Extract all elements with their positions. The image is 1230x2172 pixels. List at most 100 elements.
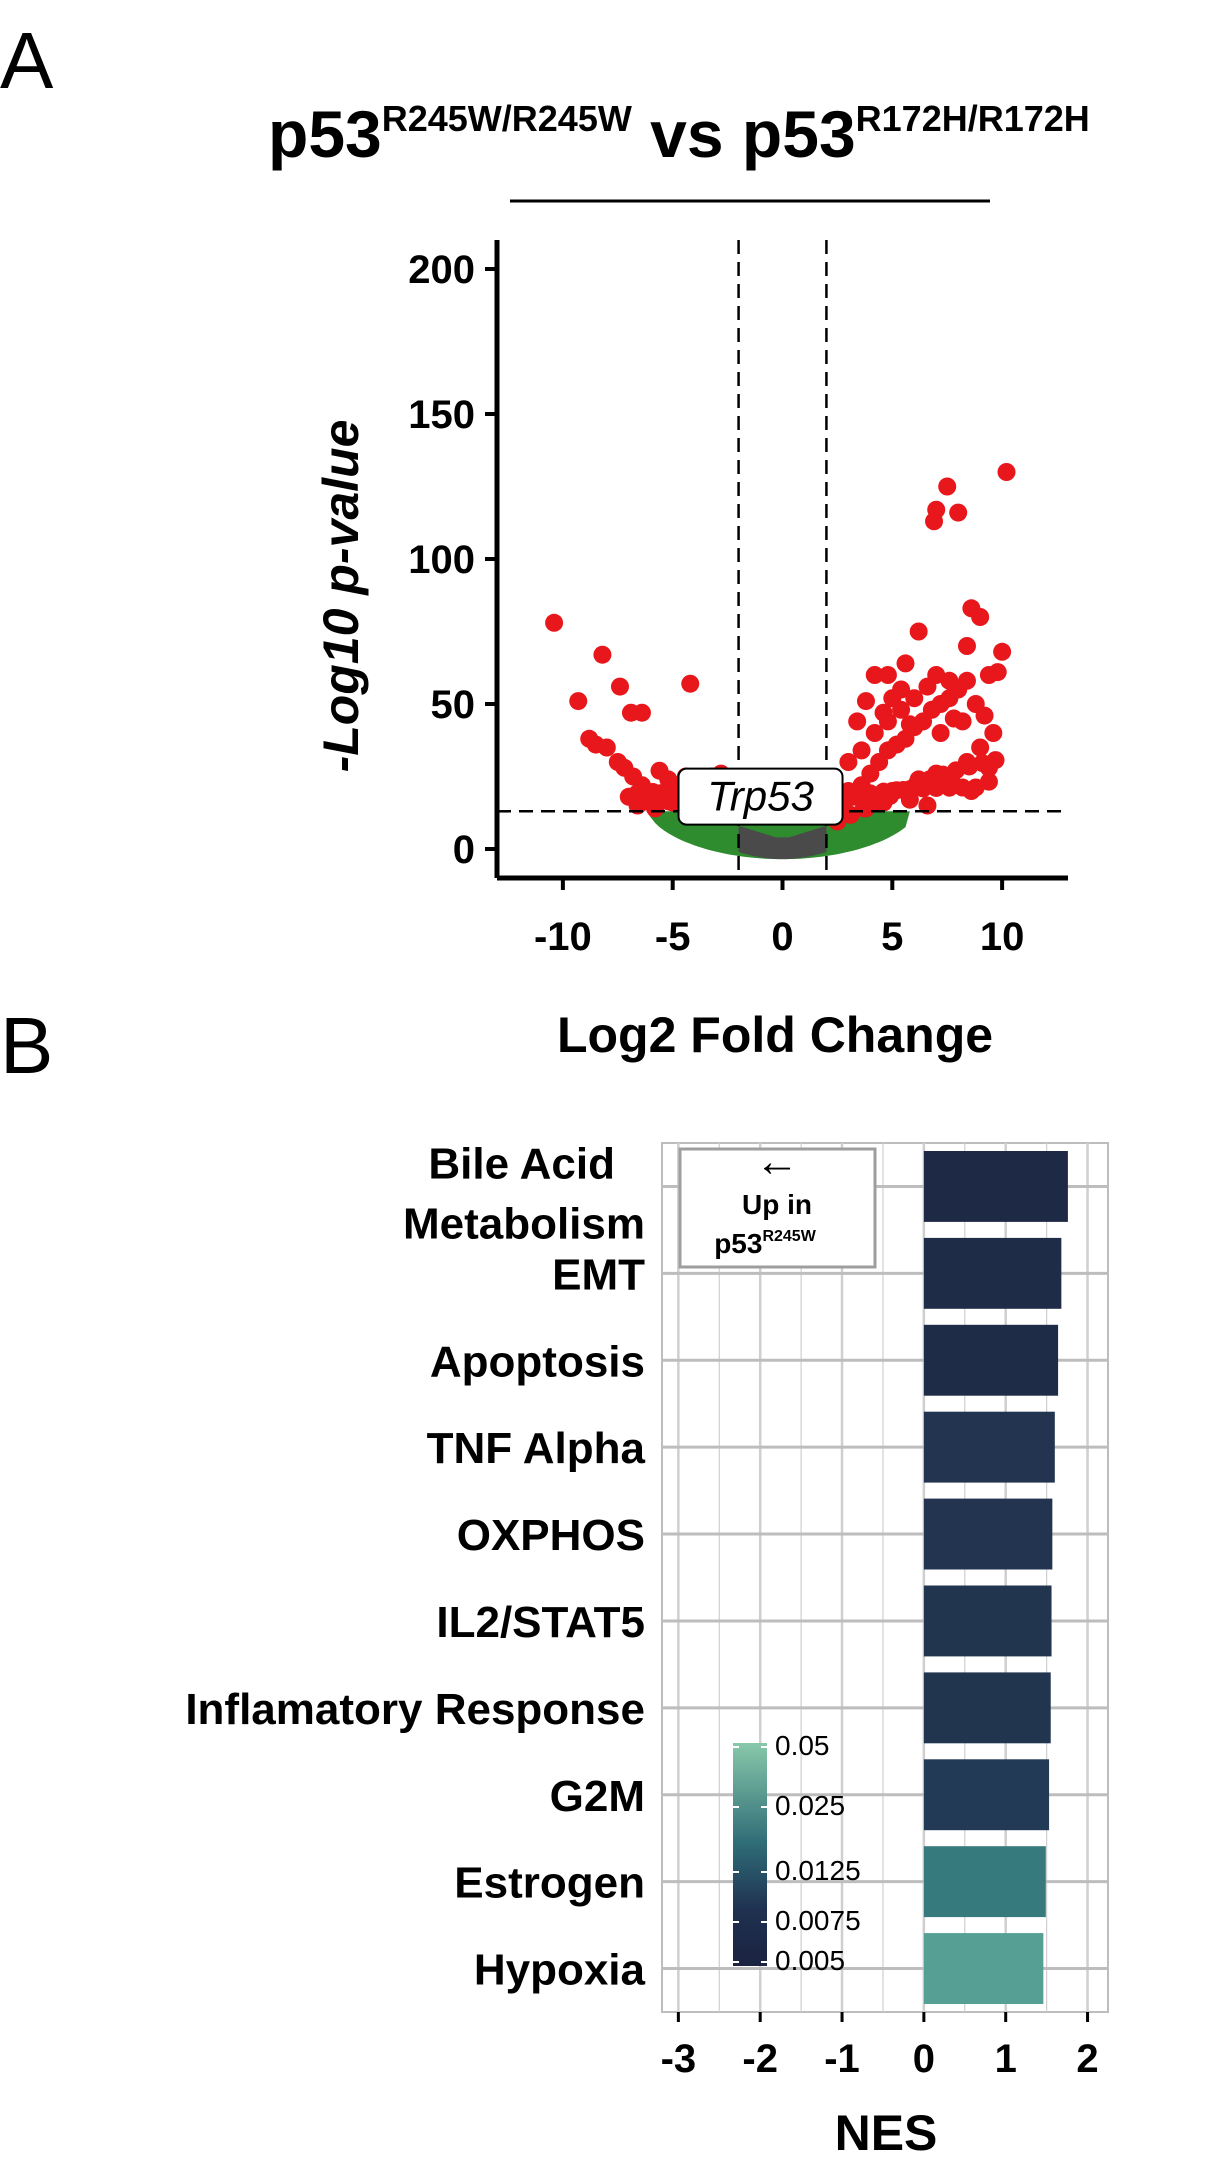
x-tick-label: 0 xyxy=(771,915,793,959)
significant-point xyxy=(632,703,651,722)
category-label: TNF Alpha xyxy=(427,1424,646,1473)
y-tick-label: 150 xyxy=(408,393,475,437)
significant-point xyxy=(900,715,919,734)
significant-point xyxy=(957,671,976,690)
significant-point xyxy=(856,692,875,711)
significant-point xyxy=(896,654,915,673)
significant-point xyxy=(839,753,858,771)
significant-point xyxy=(865,666,884,684)
significant-point xyxy=(852,741,871,760)
significant-point xyxy=(918,796,937,815)
nes-bar xyxy=(923,1585,1052,1657)
title-part-2: p53 xyxy=(742,97,856,171)
category-label: Inflamatory Response xyxy=(185,1685,645,1734)
significant-point xyxy=(597,738,616,757)
category-label: OXPHOS xyxy=(457,1511,645,1560)
x-tick-label: -10 xyxy=(534,915,592,959)
significant-point xyxy=(878,666,897,684)
significant-point xyxy=(927,500,946,519)
category-label: Bile Acid xyxy=(428,1139,615,1188)
nes-bar xyxy=(923,1498,1053,1570)
nes-bar xyxy=(923,1672,1051,1744)
significant-point xyxy=(874,703,893,722)
direction-note-sup: R245W xyxy=(762,1228,816,1245)
significant-point xyxy=(957,637,976,655)
title-part-1: p53 xyxy=(268,97,382,171)
significant-point xyxy=(593,645,612,664)
direction-note-box xyxy=(678,1147,877,1269)
significant-point xyxy=(993,642,1012,661)
volcano-ylabel: -Log10 p-value xyxy=(313,420,369,773)
colorbar-label: 0.025 xyxy=(775,1790,845,1821)
volcano-plot: 0 50 100 150 200 -10 -5 0 5 10 Trp53 xyxy=(408,240,1068,959)
significant-point xyxy=(545,613,564,632)
significant-point xyxy=(938,477,957,496)
nes-xlabel: NES xyxy=(835,2105,938,2161)
significant-point xyxy=(979,772,998,791)
y-tick-label: 0 xyxy=(453,828,475,872)
title-vs: vs xyxy=(632,97,742,171)
panel-label-a: A xyxy=(0,16,54,105)
category-label: Metabolism xyxy=(403,1199,645,1248)
x-tick-label: 10 xyxy=(980,915,1025,959)
category-label: Apoptosis xyxy=(430,1337,645,1386)
category-label: G2M xyxy=(550,1772,645,1821)
nes-bar xyxy=(923,1759,1050,1831)
colorbar-label: 0.05 xyxy=(775,1730,830,1761)
nes-x-tick-label: 1 xyxy=(995,2037,1017,2081)
significant-point xyxy=(940,671,959,690)
significant-point xyxy=(610,677,629,696)
significant-point xyxy=(971,608,990,626)
gene-label: Trp53 xyxy=(707,773,814,820)
significant-point xyxy=(927,778,946,797)
significant-point xyxy=(971,738,990,757)
significant-point xyxy=(953,712,972,731)
significant-point xyxy=(997,463,1016,481)
x-tick-label: -5 xyxy=(655,915,691,959)
not-significant-region xyxy=(738,825,827,860)
volcano-xlabel: Log2 Fold Change xyxy=(557,1007,993,1063)
category-label: IL2/STAT5 xyxy=(436,1598,645,1647)
gene-label-box xyxy=(677,767,844,826)
significant-point xyxy=(905,689,924,708)
title-sup-2: R172H/R172H xyxy=(856,98,1090,139)
significant-point xyxy=(953,778,972,797)
significant-point xyxy=(848,712,867,731)
colorbar-label: 0.0125 xyxy=(775,1855,861,1886)
significant-point xyxy=(865,724,884,742)
significant-point xyxy=(909,622,928,641)
nes-bar xyxy=(923,1411,1055,1483)
significant-point xyxy=(681,674,700,693)
x-tick-label: 5 xyxy=(881,915,903,959)
direction-note-line1: Up in xyxy=(742,1189,812,1220)
significant-point xyxy=(949,503,968,522)
significant-point xyxy=(580,729,599,748)
nes-bar xyxy=(923,1237,1062,1309)
direction-note-line2: p53R245W xyxy=(714,1228,817,1259)
significant-point xyxy=(984,724,1003,742)
title-sup-1: R245W/R245W xyxy=(382,98,632,139)
nes-bar xyxy=(923,1151,1068,1222)
significant-point xyxy=(940,778,959,797)
y-tick-label: 200 xyxy=(408,248,475,292)
nes-bar xyxy=(923,1933,1044,2004)
nes-x-tick-label: -1 xyxy=(824,2037,860,2081)
significant-point xyxy=(892,680,911,699)
colorbar xyxy=(733,1743,767,1966)
significant-point xyxy=(931,724,950,742)
category-label: Hypoxia xyxy=(474,1946,646,1995)
significant-point xyxy=(986,751,1005,770)
colorbar-label: 0.0075 xyxy=(775,1905,861,1936)
significant-point xyxy=(975,706,994,725)
nes-x-tick-label: 2 xyxy=(1076,2037,1098,2081)
nes-bar xyxy=(923,1846,1046,1918)
nes-x-tick-label: -3 xyxy=(661,2037,697,2081)
significant-point xyxy=(569,692,588,711)
colorbar-label: 0.005 xyxy=(775,1945,845,1976)
direction-note-main: p53 xyxy=(714,1228,762,1259)
significant-point xyxy=(988,663,1007,682)
nes-x-tick-label: -2 xyxy=(742,2037,778,2081)
nes-bar xyxy=(923,1324,1059,1396)
y-tick-label: 100 xyxy=(408,538,475,582)
